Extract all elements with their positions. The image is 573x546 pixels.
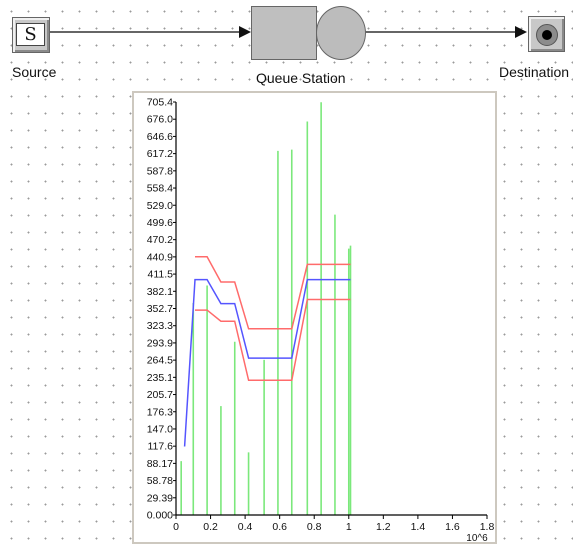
link-queue-to-destination-arrowhead: [515, 26, 527, 38]
y-tick-label: 676.0: [147, 114, 173, 126]
x-tick-label: 1: [346, 521, 352, 533]
y-tick-label: 0.000: [147, 510, 173, 522]
x-tick-label: 1.2: [376, 521, 391, 533]
y-tick-label: 235.1: [147, 372, 173, 384]
y-tick-label: 352.7: [147, 303, 173, 315]
x-tick-label: 0.4: [238, 521, 253, 533]
queue-station-server-icon[interactable]: [316, 6, 366, 60]
x-tick-label: 1.4: [411, 521, 426, 533]
mean-series-line: [183, 278, 351, 447]
y-tick-label: 705.4: [147, 97, 173, 109]
x-tick-label: 0.6: [272, 521, 287, 533]
y-tick-label: 29.39: [147, 492, 173, 504]
y-tick-label: 646.6: [147, 131, 173, 143]
destination-node[interactable]: [528, 16, 565, 52]
y-tick-label: 147.0: [147, 423, 173, 435]
queue-station-label: Queue Station: [256, 70, 346, 86]
y-tick-label: 411.5: [148, 269, 174, 281]
queue-station-buffer-icon[interactable]: [251, 6, 317, 60]
link-source-to-queue-arrowhead: [239, 26, 251, 38]
y-tick-label: 264.5: [147, 355, 173, 367]
y-tick-label: 205.7: [147, 389, 173, 401]
lower-bound-series-line: [195, 298, 351, 382]
y-tick-label: 117.6: [148, 441, 174, 453]
y-tick-label: 382.1: [147, 286, 173, 298]
x-tick-label: 1.8: [480, 521, 495, 533]
destination-label: Destination: [499, 64, 570, 80]
y-tick-label: 293.9: [147, 337, 173, 349]
destination-icon: [536, 24, 558, 46]
y-tick-label: 617.2: [147, 148, 173, 160]
x-tick-label: 0.2: [203, 521, 218, 533]
y-tick-label: 58.78: [147, 475, 173, 487]
y-tick-label: 470.2: [147, 234, 173, 246]
statistics-chart-panel[interactable]: 0.000 29.39 58.78 88.17 117.6 147.0 176.3 205.7…: [132, 91, 497, 544]
source-label: Source: [12, 64, 57, 80]
y-tick-label: 558.4: [147, 183, 173, 195]
source-node[interactable]: S: [12, 17, 50, 53]
x-axis-multiplier-label: 10^6: [466, 533, 488, 542]
statistics-chart: 0.000 29.39 58.78 88.17 117.6 147.0 176.3 205.7…: [147, 97, 495, 543]
y-tick-label: 499.6: [147, 217, 173, 229]
y-tick-label: 529.0: [147, 200, 173, 212]
y-tick-label: 440.9: [147, 251, 173, 263]
y-tick-label: 587.8: [147, 165, 173, 177]
x-tick-label: 0.8: [307, 521, 322, 533]
y-tick-label: 176.3: [147, 406, 173, 418]
source-icon: S: [16, 23, 45, 46]
network-links: [49, 26, 527, 38]
x-tick-label: 0: [173, 521, 179, 533]
upper-bound-series-line: [195, 256, 351, 330]
x-tick-label: 1.6: [445, 521, 460, 533]
y-tick-label: 88.17: [147, 458, 173, 470]
y-tick-label: 323.3: [147, 320, 173, 332]
